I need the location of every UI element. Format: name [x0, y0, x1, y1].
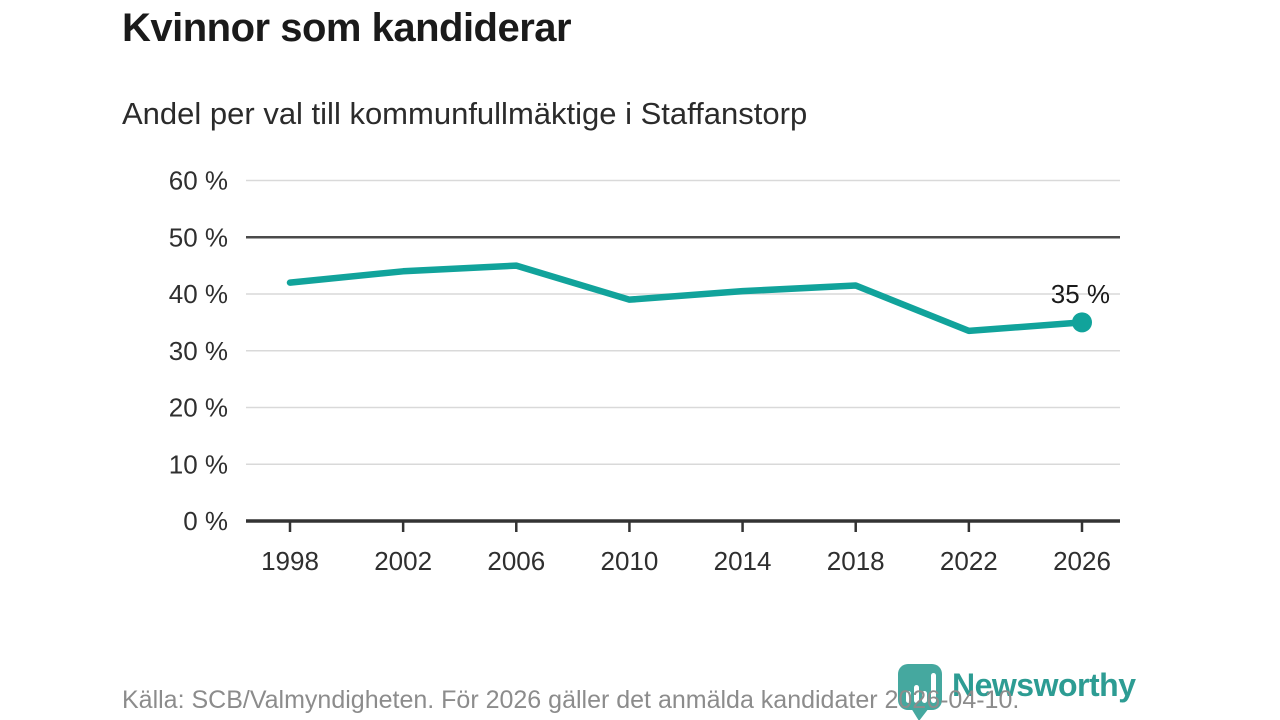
x-axis-label: 2022: [940, 546, 998, 576]
y-axis-label: 50 %: [169, 222, 228, 252]
line-chart: 0 % 10 % 20 % 30 % 40 % 50 % 60 % 1998 2002 2006 2…: [169, 166, 1120, 576]
y-axis-label: 30 %: [169, 336, 228, 366]
y-axis-label: 40 %: [169, 279, 228, 309]
trend-line: [286, 262, 1086, 335]
chart-subtitle: Andel per val till kommunfullmäktige i S…: [122, 96, 808, 131]
end-point-label: 35 %: [1051, 279, 1110, 309]
y-axis-label: 0 %: [183, 506, 228, 536]
y-axis-label: 60 %: [169, 166, 228, 196]
source-note: Källa: SCB/Valmyndigheten. För 2026 gäll…: [122, 686, 1020, 714]
x-axis-label: 1998: [261, 546, 319, 576]
x-axis-label: 2014: [714, 546, 772, 576]
x-axis-label: 2006: [487, 546, 545, 576]
end-point-marker: [1072, 312, 1092, 333]
logo-bar-tall: [931, 673, 936, 703]
x-axis-label: 2002: [374, 546, 432, 576]
chart-title: Kvinnor som kandiderar: [122, 6, 572, 50]
x-axis-label: 2026: [1053, 546, 1111, 576]
newsworthy-logo: Newsworthy: [898, 664, 1136, 720]
logo-bubble-pointer: [911, 708, 929, 720]
logo-bar-small-right: [922, 691, 927, 703]
x-axis-label: 2018: [827, 546, 885, 576]
y-axis-label: 10 %: [169, 449, 228, 479]
logo-bar-small-left: [906, 691, 911, 703]
y-axis-label: 20 %: [169, 393, 228, 423]
bar-chart-bubble-icon: [898, 664, 942, 720]
brand-wordmark: Newsworthy: [952, 667, 1136, 703]
logo-bar-medium: [914, 685, 919, 703]
x-axis-label: 2010: [601, 546, 659, 576]
